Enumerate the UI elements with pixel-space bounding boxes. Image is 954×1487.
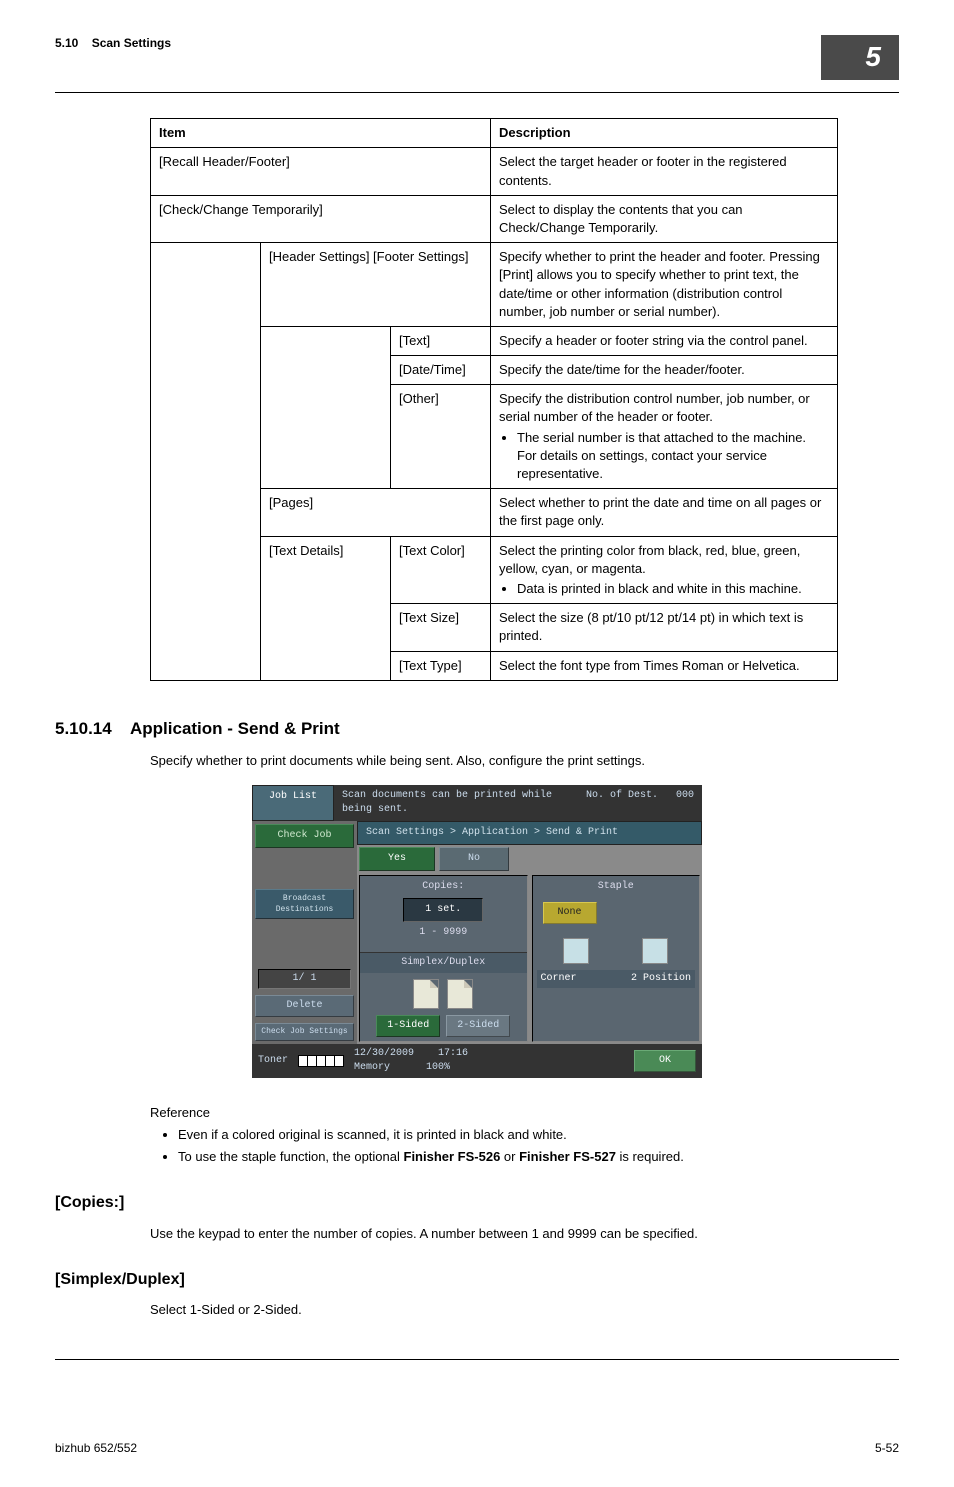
section-title: Scan Settings: [92, 36, 171, 50]
cell-other-desc: Specify the distribution control number,…: [491, 385, 838, 489]
ss-staple-corner[interactable]: Corner: [541, 972, 577, 986]
ss-copies-value[interactable]: 1 set.: [403, 898, 483, 922]
ss-staple-2pos[interactable]: 2 Position: [631, 972, 691, 986]
ss-date: 12/30/2009: [354, 1048, 414, 1059]
cell-textsize-desc: Select the size (8 pt/10 pt/12 pt/14 pt)…: [491, 604, 838, 651]
ss-datetime: 12/30/2009 17:16 Memory 100%: [354, 1047, 468, 1075]
reference-item: Even if a colored original is scanned, i…: [178, 1126, 899, 1144]
col-item: Item: [151, 119, 491, 148]
ss-joblist-tab[interactable]: Job List: [252, 785, 334, 821]
cell-textsize-item: [Text Size]: [391, 604, 491, 651]
ss-copies-range: 1 - 9999: [364, 926, 523, 940]
page-icon: [447, 979, 473, 1009]
ss-check-settings-button[interactable]: Check Job Settings: [255, 1023, 354, 1040]
reference-title: Reference: [150, 1104, 899, 1122]
cell-hf-desc: Specify whether to print the header and …: [491, 243, 838, 327]
ss-dest-label: No. of Dest.: [586, 790, 658, 801]
ss-message: Scan documents can be printed while bein…: [334, 785, 578, 821]
ss-time: 17:16: [438, 1048, 468, 1059]
toner-bar-icon: [298, 1055, 344, 1067]
cell-textcolor-bullet: Data is printed in black and white in th…: [517, 580, 829, 598]
cell-pages-desc: Select whether to print the date and tim…: [491, 489, 838, 536]
cell-other-text: Specify the distribution control number,…: [499, 391, 810, 424]
ss-2sided-button[interactable]: 2-Sided: [446, 1015, 510, 1037]
page-footer: bizhub 652/552 5-52: [55, 1440, 899, 1457]
staple-icon[interactable]: [642, 938, 668, 964]
cell-other-bullet: The serial number is that attached to th…: [517, 429, 829, 484]
cell-textdetails-item: [Text Details]: [261, 536, 391, 680]
panel-screenshot: Job List Scan documents can be printed w…: [252, 785, 702, 1078]
cell-text-item: [Text]: [391, 326, 491, 355]
simplex-text: Select 1-Sided or 2-Sided.: [150, 1301, 899, 1319]
ss-delete-button[interactable]: Delete: [255, 995, 354, 1017]
ss-staple-title: Staple: [537, 880, 696, 894]
cell-texttype-desc: Select the font type from Times Roman or…: [491, 651, 838, 680]
section-app-intro: Specify whether to print documents while…: [150, 752, 899, 770]
settings-table: Item Description [Recall Header/Footer] …: [150, 118, 838, 681]
cell-other-item: [Other]: [391, 385, 491, 489]
ss-1sided-button[interactable]: 1-Sided: [376, 1015, 440, 1037]
ss-tab-no[interactable]: No: [439, 847, 509, 871]
col-desc: Description: [491, 119, 838, 148]
ss-breadcrumb: Scan Settings > Application > Send & Pri…: [357, 821, 702, 845]
ss-dest-counter: No. of Dest. 000: [578, 785, 702, 821]
copies-text: Use the keypad to enter the number of co…: [150, 1225, 899, 1243]
ss-simplex-title: Simplex/Duplex: [360, 952, 527, 973]
cell-recall-desc: Select the target header or footer in th…: [491, 148, 838, 195]
ss-memory-label: Memory: [354, 1062, 390, 1073]
staple-icon[interactable]: [563, 938, 589, 964]
ss-check-job-button[interactable]: Check Job: [255, 824, 354, 848]
cell-pages-item: [Pages]: [261, 489, 491, 536]
cell-datetime-item: [Date/Time]: [391, 356, 491, 385]
cell-hf-item: [Header Settings] [Footer Settings]: [261, 243, 491, 327]
ss-staple-none-button[interactable]: None: [543, 902, 597, 924]
cell-check-item: [Check/Change Temporarily]: [151, 195, 491, 242]
cell-textcolor-text: Select the printing color from black, re…: [499, 543, 800, 576]
ss-toner-label: Toner: [258, 1054, 288, 1068]
cell-datetime-desc: Specify the date/time for the header/foo…: [491, 356, 838, 385]
top-rule: [55, 92, 899, 93]
section-number: 5.10: [55, 36, 78, 50]
section-heading: 5.10.14 Application - Send & Print: [55, 717, 899, 741]
page-icon: [413, 979, 439, 1009]
ss-memory-pct: 100%: [426, 1062, 450, 1073]
reference-list: Even if a colored original is scanned, i…: [150, 1126, 899, 1166]
footer-left: bizhub 652/552: [55, 1440, 137, 1457]
simplex-heading: [Simplex/Duplex]: [55, 1269, 899, 1291]
ss-tab-yes[interactable]: Yes: [359, 847, 435, 871]
ss-dest-count: 000: [676, 790, 694, 801]
reference-item: To use the staple function, the optional…: [178, 1148, 899, 1166]
copies-heading: [Copies:]: [55, 1192, 899, 1214]
footer-right: 5-52: [875, 1440, 899, 1457]
page-header: 5.10 Scan Settings 5: [55, 35, 899, 80]
section-label: 5.10 Scan Settings: [55, 35, 171, 52]
chapter-badge: 5: [821, 35, 899, 80]
ss-ok-button[interactable]: OK: [634, 1050, 696, 1072]
section-app-title: Application - Send & Print: [130, 719, 340, 738]
cell-texttype-item: [Text Type]: [391, 651, 491, 680]
bottom-rule: [55, 1359, 899, 1360]
cell-textcolor-desc: Select the printing color from black, re…: [491, 536, 838, 604]
section-app-no: 5.10.14: [55, 719, 112, 738]
ss-broadcast-button[interactable]: Broadcast Destinations: [255, 889, 354, 919]
ss-copies-title: Copies:: [364, 880, 523, 894]
cell-check-desc: Select to display the contents that you …: [491, 195, 838, 242]
cell-recall-item: [Recall Header/Footer]: [151, 148, 491, 195]
ss-page-counter: 1/ 1: [258, 969, 351, 989]
cell-text-desc: Specify a header or footer string via th…: [491, 326, 838, 355]
cell-textcolor-item: [Text Color]: [391, 536, 491, 604]
